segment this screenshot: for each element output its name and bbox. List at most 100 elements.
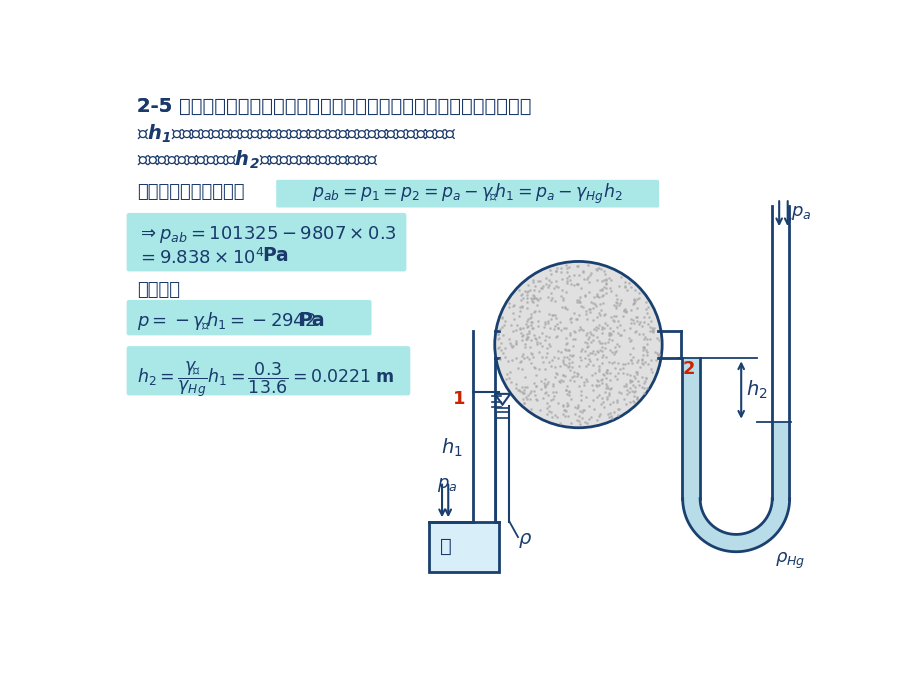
Point bbox=[626, 371, 641, 382]
Point bbox=[512, 356, 527, 367]
Point bbox=[622, 348, 637, 359]
Point bbox=[606, 315, 620, 326]
Point bbox=[597, 367, 612, 378]
Point bbox=[566, 270, 581, 281]
Point bbox=[636, 342, 651, 353]
Point bbox=[558, 405, 573, 416]
Point bbox=[584, 379, 598, 390]
Point bbox=[570, 261, 584, 272]
Point bbox=[646, 322, 661, 333]
Point bbox=[563, 313, 578, 324]
Point bbox=[630, 288, 645, 299]
Point bbox=[591, 411, 606, 422]
Point bbox=[577, 417, 592, 428]
Point bbox=[617, 281, 631, 292]
Point bbox=[630, 355, 644, 366]
Point bbox=[545, 309, 560, 320]
Point bbox=[507, 338, 522, 349]
Point bbox=[492, 342, 506, 353]
Point bbox=[577, 346, 592, 357]
Point bbox=[629, 325, 643, 336]
Point bbox=[626, 297, 641, 308]
Point bbox=[609, 397, 624, 408]
Point bbox=[638, 296, 652, 307]
Point bbox=[519, 280, 534, 291]
Point bbox=[548, 265, 562, 276]
Point bbox=[525, 294, 539, 305]
Point bbox=[550, 346, 564, 357]
Point bbox=[630, 368, 644, 380]
Point bbox=[589, 381, 604, 392]
Point bbox=[530, 321, 545, 332]
Point bbox=[560, 344, 574, 355]
Point bbox=[602, 282, 617, 293]
Point bbox=[556, 359, 571, 370]
Point bbox=[536, 377, 550, 388]
Point bbox=[570, 278, 584, 289]
Point bbox=[562, 328, 576, 339]
Point bbox=[531, 364, 546, 375]
Point bbox=[631, 379, 646, 390]
Point bbox=[603, 328, 618, 339]
Point bbox=[519, 393, 534, 404]
Point bbox=[589, 312, 604, 323]
Point bbox=[563, 278, 578, 289]
Point bbox=[543, 295, 558, 306]
Point bbox=[572, 361, 586, 372]
Point bbox=[603, 274, 618, 285]
Point bbox=[586, 368, 601, 379]
Point bbox=[597, 274, 612, 285]
Point bbox=[571, 295, 585, 306]
Point bbox=[574, 412, 589, 423]
Point bbox=[516, 388, 531, 399]
Point bbox=[594, 290, 608, 301]
Point bbox=[561, 389, 575, 400]
Point bbox=[503, 366, 517, 377]
Point bbox=[602, 398, 617, 409]
Point bbox=[519, 292, 534, 303]
Point bbox=[532, 293, 547, 304]
Point bbox=[591, 380, 606, 391]
Point bbox=[640, 358, 654, 369]
Point bbox=[596, 368, 610, 380]
Point bbox=[514, 288, 528, 299]
Point bbox=[533, 376, 548, 387]
Point bbox=[605, 357, 619, 368]
Point bbox=[635, 358, 650, 369]
Point bbox=[593, 398, 607, 409]
Point bbox=[576, 380, 591, 391]
Point bbox=[610, 357, 625, 368]
Point bbox=[569, 371, 584, 382]
Point bbox=[575, 266, 590, 277]
Point bbox=[573, 282, 588, 293]
Point bbox=[573, 323, 587, 334]
Point bbox=[626, 391, 641, 402]
Point bbox=[536, 280, 550, 291]
Text: $\mathbf{Pa}$: $\mathbf{Pa}$ bbox=[262, 246, 289, 265]
Point bbox=[629, 366, 643, 377]
Point bbox=[621, 277, 636, 288]
Point bbox=[581, 401, 596, 412]
Point bbox=[559, 397, 573, 408]
Point bbox=[500, 355, 515, 366]
Point bbox=[550, 322, 565, 333]
Point bbox=[608, 345, 623, 356]
Point bbox=[626, 293, 641, 304]
Point bbox=[530, 316, 545, 327]
Point bbox=[531, 285, 546, 296]
Point bbox=[523, 347, 538, 358]
Point bbox=[651, 349, 665, 360]
Point bbox=[529, 338, 544, 349]
Point bbox=[625, 351, 640, 362]
Point bbox=[639, 304, 653, 315]
Point bbox=[587, 380, 602, 391]
Point bbox=[623, 317, 638, 328]
Point bbox=[612, 329, 627, 340]
Point bbox=[589, 290, 604, 302]
Point bbox=[637, 356, 652, 367]
Point bbox=[580, 358, 595, 369]
Point bbox=[553, 324, 568, 335]
Point bbox=[516, 397, 531, 408]
Point bbox=[602, 375, 617, 386]
Point bbox=[632, 362, 647, 373]
